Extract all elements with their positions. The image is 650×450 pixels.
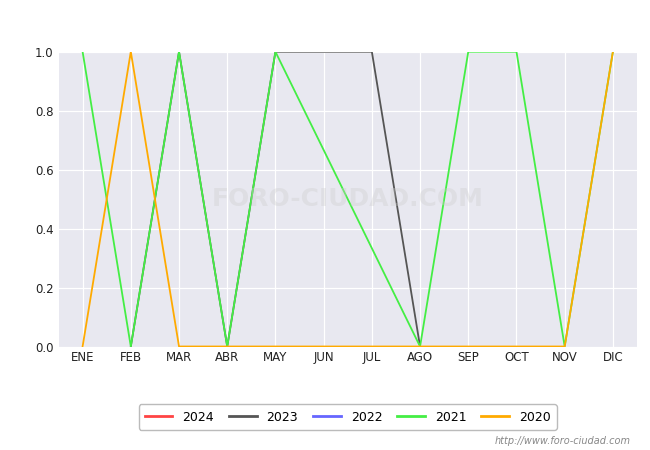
Legend: 2024, 2023, 2022, 2021, 2020: 2024, 2023, 2022, 2021, 2020 [138, 405, 557, 430]
Text: Matriculaciones de Vehiculos en Casla: Matriculaciones de Vehiculos en Casla [167, 14, 483, 33]
Text: http://www.foro-ciudad.com: http://www.foro-ciudad.com [495, 436, 630, 446]
Text: FORO-CIUDAD.COM: FORO-CIUDAD.COM [212, 187, 484, 211]
